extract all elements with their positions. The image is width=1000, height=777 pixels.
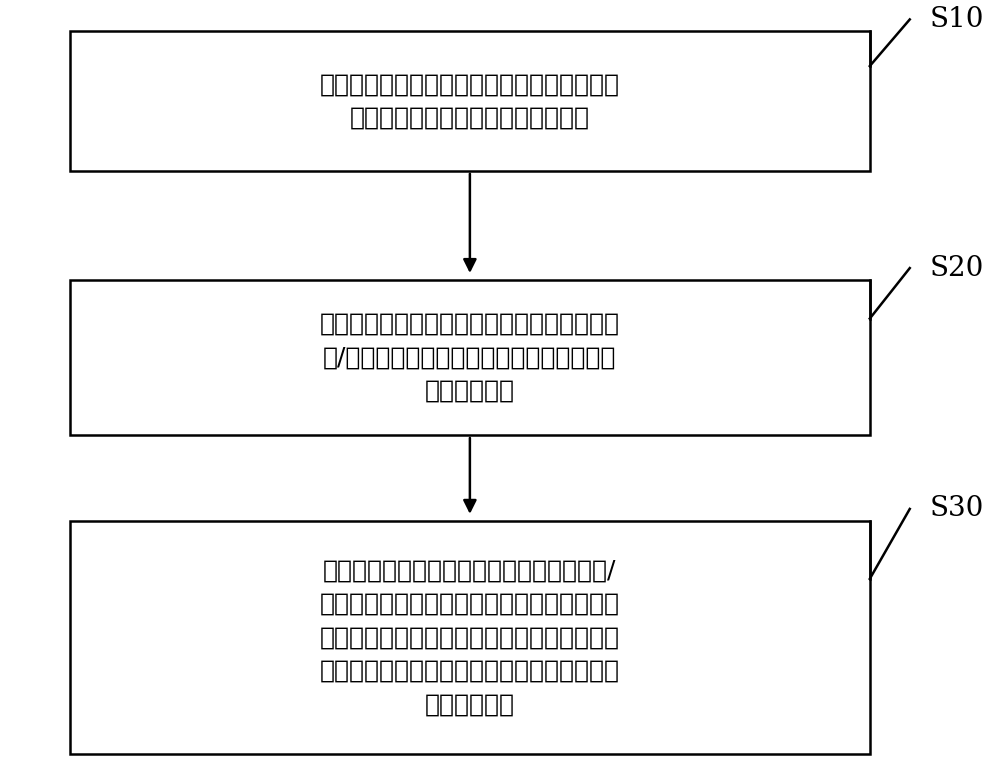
FancyBboxPatch shape — [70, 521, 870, 754]
Text: 根据所述一次项系数的大小的判断结果，和/
或所述一次线性方程的斜率与预设斜率范围的
关系的对比结果，调整吸气正压，使得用户的
实际通气量与设定的目标通气量的差距: 根据所述一次项系数的大小的判断结果，和/ 或所述一次线性方程的斜率与预设斜率范围… — [320, 558, 620, 716]
Text: S20: S20 — [930, 255, 984, 281]
Text: 在用户呼吸时采集预设次数的分钟通气量，根
据所述分钟通气量构建一次线性方程: 在用户呼吸时采集预设次数的分钟通气量，根 据所述分钟通气量构建一次线性方程 — [320, 72, 620, 130]
Text: S30: S30 — [930, 496, 984, 522]
FancyBboxPatch shape — [70, 31, 870, 171]
Text: 判断所述一次线性方程的一次项系数的大小，
和/或对比所述一次线性方程的斜率与预设斜
率范围的关系: 判断所述一次线性方程的一次项系数的大小， 和/或对比所述一次线性方程的斜率与预设… — [320, 312, 620, 403]
Text: S10: S10 — [930, 6, 984, 33]
FancyBboxPatch shape — [70, 280, 870, 435]
